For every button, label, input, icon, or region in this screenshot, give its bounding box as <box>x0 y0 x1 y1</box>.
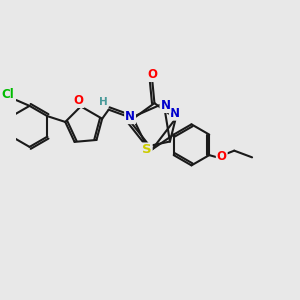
Text: N: N <box>170 107 180 120</box>
Text: N: N <box>160 99 170 112</box>
Text: H: H <box>99 97 108 106</box>
Text: S: S <box>142 143 152 157</box>
Text: N: N <box>125 110 135 123</box>
Text: Cl: Cl <box>1 88 14 101</box>
Text: O: O <box>74 94 84 107</box>
Text: O: O <box>147 68 157 81</box>
Text: O: O <box>217 150 227 163</box>
